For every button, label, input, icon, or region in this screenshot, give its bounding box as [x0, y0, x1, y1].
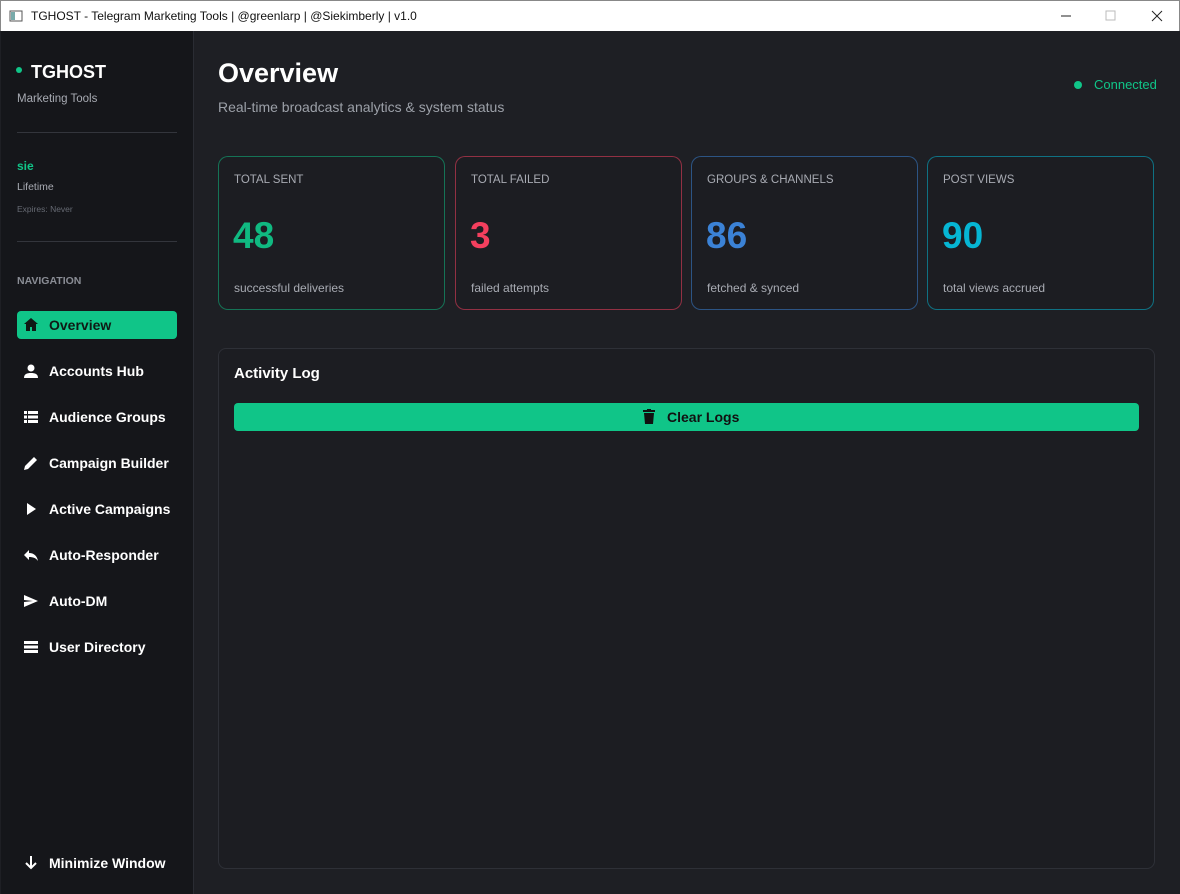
brand-dot: [16, 67, 22, 73]
stat-label: POST VIEWS: [943, 174, 1015, 186]
title-bar: TGHOST - Telegram Marketing Tools | @gre…: [0, 0, 1180, 31]
nav-item[interactable]: Auto-DM: [17, 587, 177, 615]
stat-label: TOTAL SENT: [234, 174, 304, 186]
divider: [17, 132, 177, 133]
user-name: sie: [17, 159, 34, 173]
nav-item[interactable]: User Directory: [17, 633, 177, 661]
trash-icon: [643, 409, 655, 424]
nav-label: Campaign Builder: [49, 455, 169, 471]
stat-caption: successful deliveries: [234, 281, 345, 295]
stat-card: POST VIEWS 90 total views accrued: [927, 156, 1154, 310]
minimize-button[interactable]: Minimize Window: [49, 855, 166, 871]
user-plan: Lifetime: [17, 181, 54, 193]
page-subtitle: Real-time broadcast analytics & system s…: [218, 99, 505, 115]
main-content: Overview Real-time broadcast analytics &…: [194, 31, 1179, 894]
clear-logs-button[interactable]: Clear Logs: [234, 403, 1139, 431]
stat-value: 3: [470, 215, 491, 256]
nav-item[interactable]: Overview: [17, 311, 177, 339]
activity-log-title: Activity Log: [234, 365, 320, 382]
nav-icon: [24, 595, 38, 607]
stat-caption: total views accrued: [943, 281, 1046, 295]
stat-label: GROUPS & CHANNELS: [707, 174, 834, 186]
nav-icon: [24, 318, 38, 331]
stat-label: TOTAL FAILED: [471, 174, 550, 186]
window-title: TGHOST - Telegram Marketing Tools | @gre…: [31, 9, 417, 23]
nav-label: Auto-Responder: [49, 547, 159, 563]
stat-value: 48: [233, 215, 275, 256]
stat-value: 90: [942, 215, 984, 256]
clear-logs-label: Clear Logs: [667, 409, 740, 425]
divider: [17, 241, 177, 242]
nav-label: Accounts Hub: [49, 363, 144, 379]
nav-icon: [24, 550, 38, 561]
nav-item[interactable]: Audience Groups: [17, 403, 177, 431]
nav-item[interactable]: Accounts Hub: [17, 357, 177, 385]
nav-item[interactable]: Auto-Responder: [17, 541, 177, 569]
tagline: Marketing Tools: [17, 93, 98, 105]
nav-icon: [24, 641, 38, 653]
nav-label: Active Campaigns: [49, 501, 171, 517]
nav-item[interactable]: Active Campaigns: [17, 495, 177, 523]
nav-label: Auto-DM: [49, 593, 108, 609]
user-expires: Expires: Never: [17, 204, 73, 214]
minimize-icon: [25, 856, 37, 870]
stat-caption: failed attempts: [471, 281, 550, 295]
sidebar: TGHOST Marketing Tools sie Lifetime Expi…: [1, 31, 194, 894]
status-dot: [1074, 81, 1082, 89]
nav-label: Overview: [49, 317, 112, 333]
app-icon: [9, 10, 23, 22]
nav-icon: [24, 364, 38, 378]
nav-icon: [24, 457, 37, 470]
stat-value: 86: [706, 215, 748, 256]
stat-caption: fetched & synced: [707, 281, 800, 295]
window-controls[interactable]: [1051, 1, 1180, 31]
nav-icon: [27, 503, 36, 515]
nav-label: User Directory: [49, 639, 146, 655]
nav-item[interactable]: Campaign Builder: [17, 449, 177, 477]
stat-card: TOTAL FAILED 3 failed attempts: [455, 156, 682, 310]
stat-card: TOTAL SENT 48 successful deliveries: [218, 156, 445, 310]
brand: TGHOST: [31, 62, 106, 82]
activity-log-panel: Activity Log Clear Logs: [218, 348, 1155, 869]
connection-status: Connected: [1094, 77, 1157, 92]
nav-icon: [24, 411, 38, 423]
nav-heading: NAVIGATION: [17, 275, 82, 287]
stat-card: GROUPS & CHANNELS 86 fetched & synced: [691, 156, 918, 310]
page-title: Overview: [218, 58, 339, 88]
nav-label: Audience Groups: [49, 409, 166, 425]
